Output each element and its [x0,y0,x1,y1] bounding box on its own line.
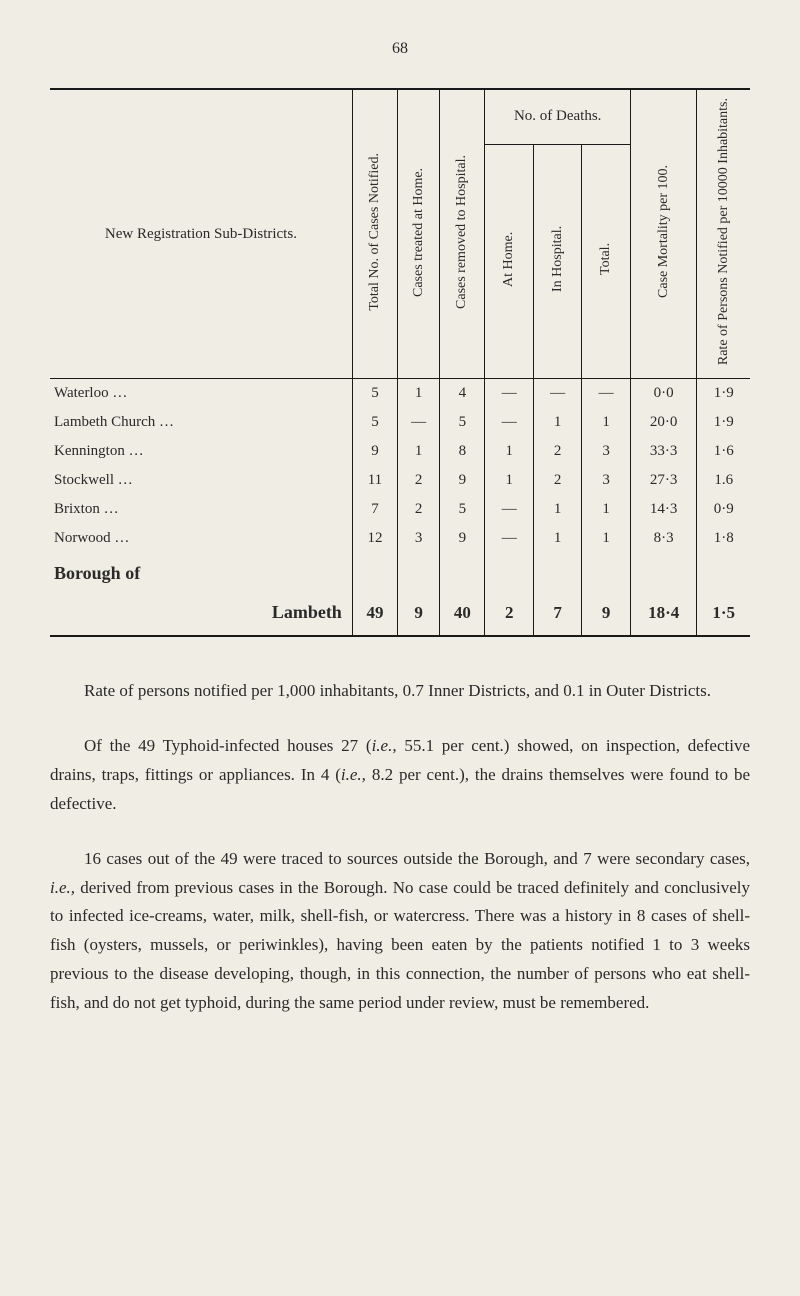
cell-district: Stockwell … [50,466,352,495]
data-table: New Registration Sub-Districts. Total No… [50,90,750,635]
total-cell: 9 [582,594,630,635]
total-cell: 40 [440,594,485,635]
cell: — [485,524,533,553]
cell-district: Norwood … [50,524,352,553]
cell: 1.6 [697,466,750,495]
text: 16 cases out of the 49 were traced to so… [84,849,750,868]
header-treated-home: Cases treated at Home. [398,90,440,379]
cell: 1 [582,524,630,553]
cell: 0·9 [697,495,750,524]
table-row: Brixton … 7 2 5 — 1 1 14·3 0·9 [50,495,750,524]
cell: 14·3 [630,495,697,524]
data-table-container: New Registration Sub-Districts. Total No… [50,88,750,637]
cell: 1·6 [697,437,750,466]
table-row: Kennington … 9 1 8 1 2 3 33·3 1·6 [50,437,750,466]
table-row: Lambeth Church … 5 — 5 — 1 1 20·0 1·9 [50,408,750,437]
header-district: New Registration Sub-Districts. [50,90,352,379]
table-row: Norwood … 12 3 9 — 1 1 8·3 1·8 [50,524,750,553]
header-deaths-hospital: In Hospital. [533,144,581,378]
cell: — [485,495,533,524]
cell-district: Waterloo … [50,379,352,409]
cell: 1 [582,495,630,524]
header-deaths-home: At Home. [485,144,533,378]
cell-district: Brixton … [50,495,352,524]
text: Of the 49 Typhoid-infected houses 27 ( [84,736,372,755]
cell: 9 [440,466,485,495]
borough-label-1: Borough of [50,553,352,594]
cell: 3 [398,524,440,553]
cell: 2 [398,495,440,524]
cell: 12 [352,524,397,553]
paragraph-2: Of the 49 Typhoid-infected houses 27 (i.… [50,732,750,819]
total-cell: 49 [352,594,397,635]
cell: 11 [352,466,397,495]
cell: 1 [485,466,533,495]
cell: 9 [352,437,397,466]
cell: 9 [440,524,485,553]
text: derived from previous cases in the Borou… [50,878,750,1013]
total-cell: 1·5 [697,594,750,635]
cell: — [582,379,630,409]
italic-text: i.e., [341,765,366,784]
cell: 1 [398,379,440,409]
cell: 4 [440,379,485,409]
italic-text: i.e., [50,878,75,897]
cell: — [485,408,533,437]
cell: 1·8 [697,524,750,553]
cell: 7 [352,495,397,524]
total-row: Lambeth 49 9 40 2 7 9 18·4 1·5 [50,594,750,635]
total-cell: 2 [485,594,533,635]
page-number: 68 [50,40,750,58]
header-deaths-total: Total. [582,144,630,378]
cell: 33·3 [630,437,697,466]
cell: 5 [352,379,397,409]
cell: 1 [533,524,581,553]
header-rate: Rate of Persons Notified per 10000 Inhab… [697,90,750,379]
cell: 1 [582,408,630,437]
cell: 5 [352,408,397,437]
cell: — [398,408,440,437]
header-mortality: Case Mortality per 100. [630,90,697,379]
cell: 20·0 [630,408,697,437]
header-removed-hospital: Cases removed to Hospital. [440,90,485,379]
cell: 8·3 [630,524,697,553]
cell-district: Kennington … [50,437,352,466]
cell: 2 [533,466,581,495]
cell: 1 [398,437,440,466]
paragraph-3: 16 cases out of the 49 were traced to so… [50,845,750,1018]
cell: 1 [533,495,581,524]
total-cell: 9 [398,594,440,635]
header-deaths-group: No. of Deaths. [485,90,630,144]
cell: — [533,379,581,409]
total-cell: 18·4 [630,594,697,635]
italic-text: i.e., [372,736,397,755]
cell: 0·0 [630,379,697,409]
cell-district: Lambeth Church … [50,408,352,437]
cell: — [485,379,533,409]
cell: 5 [440,408,485,437]
cell: 1 [533,408,581,437]
cell: 2 [533,437,581,466]
cell: 1·9 [697,379,750,409]
table-row: Stockwell … 11 2 9 1 2 3 27·3 1.6 [50,466,750,495]
cell: 27·3 [630,466,697,495]
paragraph-1: Rate of persons notified per 1,000 inhab… [50,677,750,706]
cell: 2 [398,466,440,495]
header-total-cases: Total No. of Cases Notified. [352,90,397,379]
borough-label-2: Lambeth [50,594,352,635]
total-cell: 7 [533,594,581,635]
cell: 1·9 [697,408,750,437]
table-row: Waterloo … 5 1 4 — — — 0·0 1·9 [50,379,750,409]
spacer-row: Borough of [50,553,750,594]
cell: 5 [440,495,485,524]
cell: 3 [582,437,630,466]
cell: 8 [440,437,485,466]
cell: 3 [582,466,630,495]
cell: 1 [485,437,533,466]
